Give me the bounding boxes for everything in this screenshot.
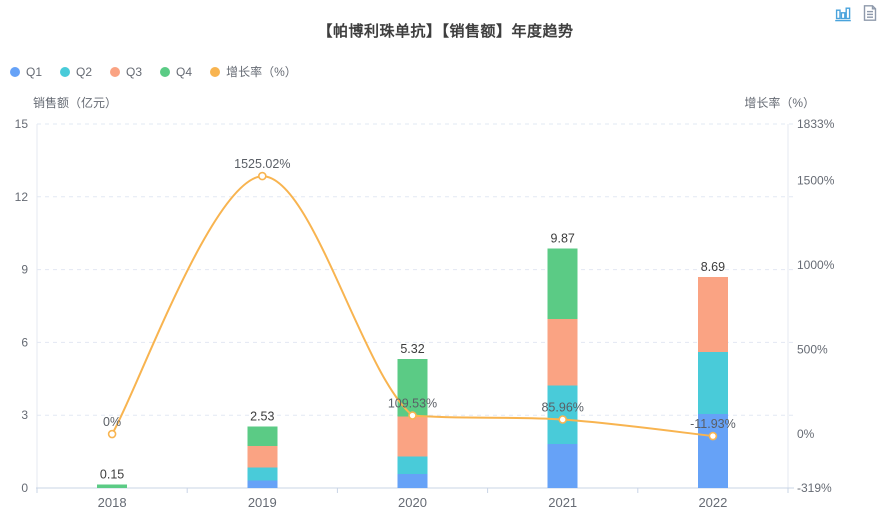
bar-segment-q4-2021[interactable] [547,248,578,319]
bar-segment-q3-2021[interactable] [547,318,578,386]
line-point-label-2020: 109.53% [388,397,437,411]
legend-item-[interactable]: 增长率（%） [210,63,297,80]
legend-marker [210,66,221,77]
x-axis-label: 2019 [248,495,277,510]
line-point-2018[interactable] [107,429,117,439]
left-axis-tick-label: 6 [21,335,28,349]
legend-label: Q4 [176,64,193,79]
legend-item-q4[interactable]: Q4 [160,65,192,79]
legend-label: 增长率（%） [226,65,297,79]
right-axis-name: 增长率（%） [744,96,815,110]
bar-segment-q2-2019[interactable] [247,467,278,481]
magic-type-bar-icon[interactable] [834,4,852,22]
x-axis-label: 2018 [98,495,127,510]
left-axis-tick-label: 3 [21,408,28,422]
bar-segment-q3-2022[interactable] [697,277,728,353]
right-axis-tick-label: 1500% [797,173,835,187]
x-axis-label: 2021 [548,495,577,510]
toolbox [834,4,879,22]
bar-total-label-2020: 5.32 [400,342,424,356]
left-axis-tick-label: 9 [21,263,28,277]
legend: Q1 Q2 Q3 Q4 增长率（%） [10,63,297,80]
x-axis-label: 2020 [398,495,427,510]
line-point-2022[interactable] [708,431,718,441]
right-axis-tick-label: -319% [797,481,832,495]
data-view-icon[interactable] [861,4,879,22]
bar-segment-q4-2018[interactable] [97,484,128,488]
bar-segment-q3-2020[interactable] [397,416,428,457]
legend-marker [110,66,121,77]
line-point-2021[interactable] [558,415,568,424]
legend-marker [160,66,171,77]
bar-total-label-2022: 8.69 [701,260,725,274]
bar-total-label-2019: 2.53 [250,410,274,424]
line-point-label-2018: 0% [103,415,121,429]
bar-segment-q2-2022[interactable] [697,352,728,414]
line-point-label-2019: 1525.02% [234,157,290,171]
left-axis-name: 销售额（亿元） [33,96,118,110]
bar-segment-q1-2020[interactable] [397,473,428,488]
bar-segment-q1-2022[interactable] [697,413,728,488]
legend-label: Q1 [26,64,43,79]
growth-rate-line [111,175,714,438]
bar-segment-q1-2019[interactable] [247,480,278,488]
line-point-2020[interactable] [408,411,417,420]
right-axis-tick-label: 500% [797,342,828,356]
bar-segment-q2-2020[interactable] [397,456,428,474]
bar-segment-q4-2019[interactable] [247,426,278,447]
left-axis-tick-label: 0 [21,481,28,495]
legend-item-q1[interactable]: Q1 [10,65,42,79]
chart-title: 【帕博利珠单抗】【销售额】年度趋势 [317,23,574,40]
legend-label: Q2 [76,64,93,79]
bar-segment-q3-2019[interactable] [247,446,278,468]
bar-total-label-2018: 0.15 [100,467,124,481]
legend-marker [60,66,71,77]
left-axis-tick-label: 15 [15,117,29,131]
legend-marker [10,66,20,77]
line-point-label-2022: -11.93% [690,417,736,431]
x-axis-label: 2022 [698,495,727,510]
bar-total-label-2021: 9.87 [551,231,575,245]
line-point-2019[interactable] [257,171,267,181]
bar-segment-q2-2021[interactable] [547,385,578,444]
legend-item-q3[interactable]: Q3 [110,65,142,79]
bar-segment-q1-2021[interactable] [547,443,578,488]
legend-label: Q3 [126,64,143,79]
right-axis-tick-label: 1000% [797,258,835,272]
right-axis-tick-label: 1833% [797,117,835,131]
right-axis-tick-label: 0% [797,427,815,441]
left-axis-tick-label: 12 [15,190,29,204]
line-point-label-2021: 85.96% [541,401,583,415]
legend-item-q2[interactable]: Q2 [60,65,92,79]
